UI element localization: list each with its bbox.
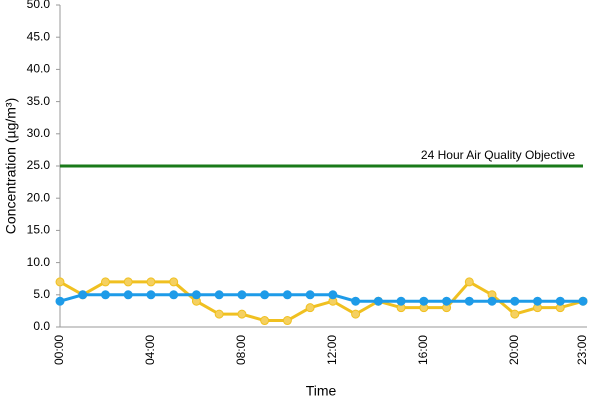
data-point	[396, 296, 406, 306]
data-point	[328, 290, 338, 300]
y-tick-label: 35.0	[27, 94, 51, 108]
y-axis-label: Concentration (µg/m³)	[3, 98, 19, 234]
x-tick-label: 16:00	[416, 335, 430, 365]
data-point	[555, 296, 565, 306]
data-point	[191, 290, 201, 300]
y-tick-label: 5.0	[33, 287, 50, 301]
data-point	[146, 290, 156, 300]
data-point	[237, 290, 247, 300]
data-point	[282, 316, 292, 326]
data-point	[533, 296, 543, 306]
reference-label: 24 Hour Air Quality Objective	[421, 148, 575, 162]
data-point	[237, 309, 247, 319]
data-point	[282, 290, 292, 300]
data-point	[351, 309, 361, 319]
x-tick-label: 23:00	[575, 335, 589, 365]
y-tick-label: 25.0	[27, 158, 51, 172]
data-point	[373, 296, 383, 306]
data-point	[305, 303, 315, 313]
data-point	[55, 277, 65, 287]
data-point	[464, 296, 474, 306]
x-tick-label: 08:00	[234, 335, 248, 365]
y-tick-label: 15.0	[27, 223, 51, 237]
data-point	[78, 290, 88, 300]
x-tick-label: 12:00	[325, 335, 339, 365]
data-point	[214, 309, 224, 319]
data-point	[100, 277, 110, 287]
data-point	[260, 290, 270, 300]
y-tick-label: 20.0	[27, 190, 51, 204]
data-point	[55, 296, 65, 306]
y-tick-label: 10.0	[27, 255, 51, 269]
data-point	[169, 290, 179, 300]
data-point	[260, 316, 270, 326]
data-point	[419, 296, 429, 306]
data-point	[578, 296, 588, 306]
y-tick-label: 40.0	[27, 62, 51, 76]
data-point	[123, 290, 133, 300]
data-point	[146, 277, 156, 287]
data-point	[214, 290, 224, 300]
data-point	[510, 309, 520, 319]
data-point	[123, 277, 133, 287]
y-tick-label: 50.0	[27, 0, 51, 11]
y-tick-label: 30.0	[27, 126, 51, 140]
data-point	[510, 296, 520, 306]
y-tick-label: 0.0	[33, 319, 50, 333]
x-tick-label: 20:00	[507, 335, 521, 365]
y-tick-label: 45.0	[27, 29, 51, 43]
x-axis-label: Time	[306, 383, 337, 399]
data-point	[351, 296, 361, 306]
x-tick-label: 04:00	[143, 335, 157, 365]
data-point	[487, 296, 497, 306]
data-point	[442, 296, 452, 306]
series-line	[59, 293, 583, 303]
data-point	[305, 290, 315, 300]
x-tick-label: 00:00	[52, 335, 66, 365]
data-point	[464, 277, 474, 287]
data-point	[169, 277, 179, 287]
data-point	[100, 290, 110, 300]
